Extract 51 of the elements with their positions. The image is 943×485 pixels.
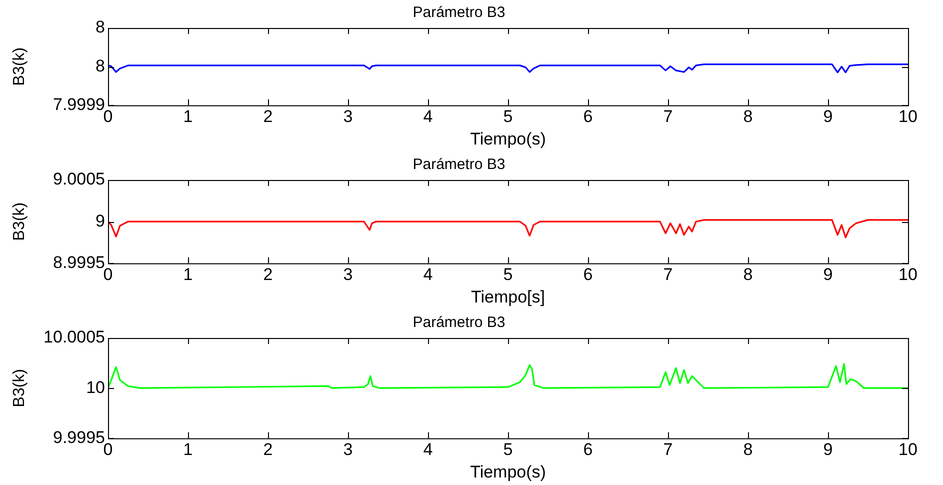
x-tick-label: 9 (823, 440, 833, 460)
x-axis-title: Tiempo(s) (470, 129, 546, 148)
x-tick-label: 7 (663, 440, 673, 460)
x-tick-label: 0 (103, 265, 113, 284)
x-tick-label: 9 (823, 107, 833, 126)
x-tick-label: 5 (503, 107, 513, 126)
x-tick-label: 1 (183, 265, 193, 284)
x-tick-label: 10 (898, 265, 918, 284)
y-tick-label: 10 (86, 378, 105, 397)
chart-title: Parámetro B3 (412, 4, 506, 22)
x-tick-label: 6 (583, 107, 593, 126)
x-tick-label: 4 (423, 440, 433, 460)
x-tick-label: 1 (183, 107, 193, 126)
x-tick-label: 8 (743, 440, 753, 460)
y-tick-label: 10.0005 (44, 328, 105, 347)
y-tick-label: 7.9999 (53, 94, 105, 114)
x-tick-label: 3 (343, 265, 353, 284)
y-tick-label: 9.0005 (53, 170, 105, 189)
x-tick-label: 6 (583, 265, 593, 284)
x-tick-label: 2 (263, 440, 273, 460)
x-tick-label: 10 (898, 440, 918, 460)
y-tick-label: 8 (96, 56, 105, 76)
x-axis-title: Tiempo[s] (470, 287, 546, 306)
x-tick-label: 4 (423, 107, 433, 126)
x-tick-label: 10 (898, 107, 918, 126)
y-axis-title: B3(k) (11, 47, 28, 86)
x-tick-label: 5 (503, 265, 513, 284)
y-tick-label: 9 (96, 211, 105, 230)
y-axis-title: B3(k) (11, 202, 28, 241)
x-tick-label: 2 (263, 265, 273, 284)
x-tick-label: 5 (503, 440, 513, 460)
x-tick-label: 6 (583, 440, 593, 460)
x-tick-label: 9 (823, 265, 833, 284)
y-tick-label: 8.9995 (53, 252, 105, 272)
y-axis-title: B3(k) (11, 368, 28, 408)
chart-title: Parámetro B3 (412, 156, 506, 174)
x-tick-label: 4 (423, 265, 433, 284)
y-tick-label: 9.9995 (53, 428, 105, 447)
x-tick-label: 7 (663, 265, 673, 284)
x-tick-label: 1 (183, 440, 193, 460)
x-tick-label: 7 (663, 107, 673, 126)
x-tick-label: 3 (343, 107, 353, 126)
x-tick-label: 8 (743, 265, 753, 284)
x-axis-title: Tiempo(s) (470, 462, 546, 482)
x-tick-label: 0 (103, 440, 113, 460)
y-tick-label: 8 (96, 18, 105, 37)
x-tick-label: 8 (743, 107, 753, 126)
x-tick-label: 2 (263, 107, 273, 126)
x-tick-label: 0 (103, 107, 113, 126)
x-tick-label: 3 (343, 440, 353, 460)
chart-title: Parámetro B3 (412, 314, 506, 332)
